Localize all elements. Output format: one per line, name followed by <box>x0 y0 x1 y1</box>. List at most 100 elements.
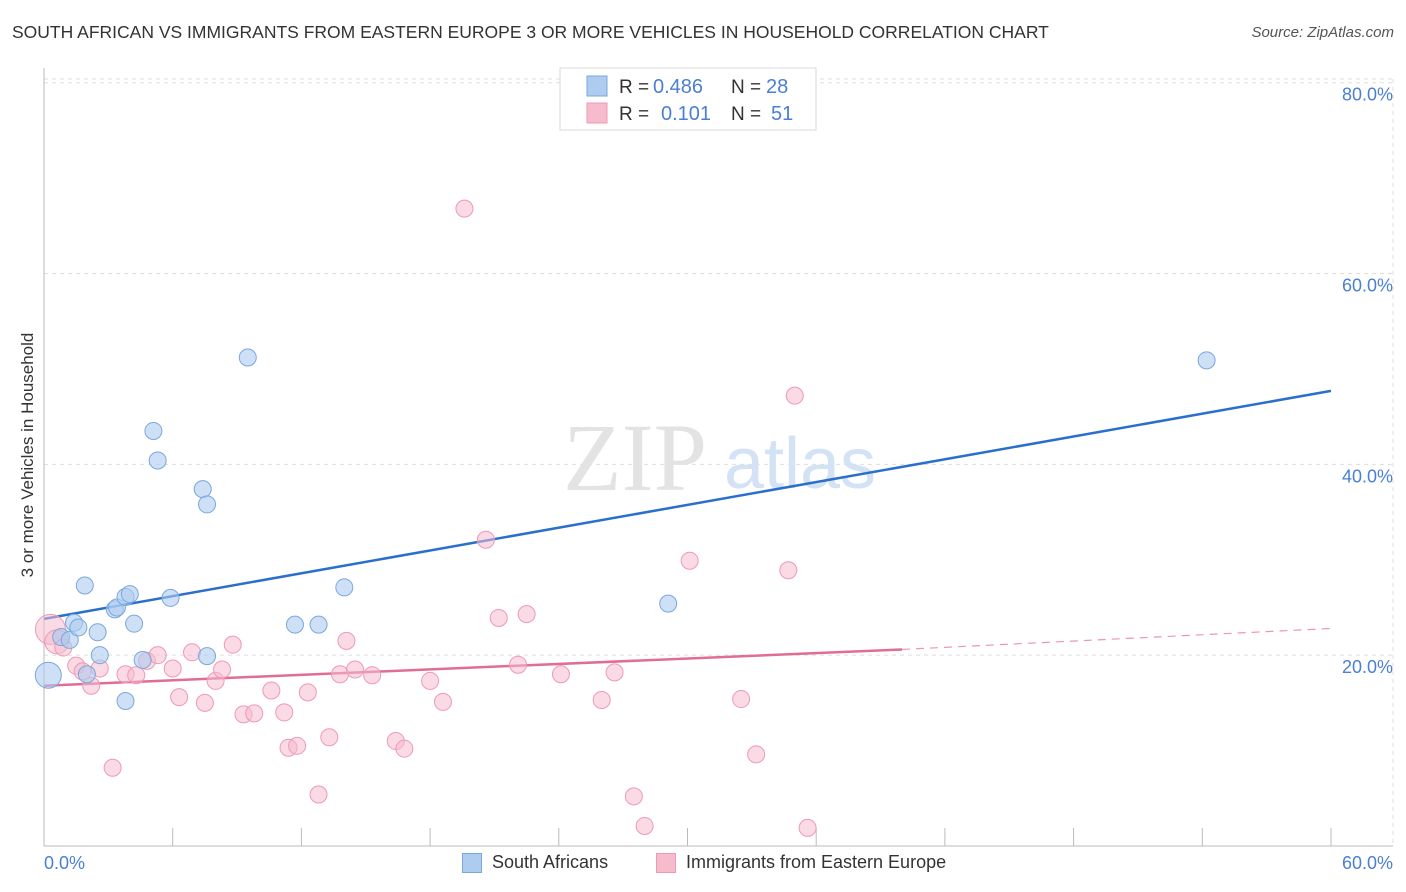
legend-r-label-2: R = <box>619 104 649 125</box>
point-south-africans <box>659 594 678 613</box>
legend-swatch-pink <box>586 102 608 124</box>
point-eastern-europe <box>288 736 307 755</box>
point-eastern-europe <box>245 704 264 723</box>
point-eastern-europe <box>509 655 528 674</box>
point-south-africans <box>116 691 135 710</box>
watermark: ZIP atlas <box>563 404 876 511</box>
point-eastern-europe <box>455 199 474 218</box>
legend-n-value-2: 51 <box>771 103 793 125</box>
point-eastern-europe <box>363 666 382 685</box>
point-eastern-europe <box>183 643 202 662</box>
source-label: Source: ZipAtlas.com <box>1251 24 1394 41</box>
point-south-africans <box>309 615 328 634</box>
point-eastern-europe <box>779 561 798 580</box>
y-tick-label-80: 80.0% <box>1342 85 1393 105</box>
legend-r-value-1: 0.486 <box>653 76 703 98</box>
point-eastern-europe <box>170 688 189 707</box>
point-south-africans <box>69 618 88 637</box>
point-eastern-europe <box>395 739 414 758</box>
watermark-atlas: atlas <box>724 424 876 504</box>
point-eastern-europe <box>337 631 356 650</box>
legend-bottom: South Africans Immigrants from Eastern E… <box>0 852 1406 878</box>
point-eastern-europe <box>127 666 146 685</box>
point-eastern-europe <box>489 608 508 627</box>
point-south-africans <box>238 348 257 367</box>
point-eastern-europe <box>275 703 294 722</box>
point-eastern-europe <box>635 816 654 835</box>
point-eastern-europe <box>320 728 339 747</box>
point-eastern-europe <box>680 551 699 570</box>
point-eastern-europe <box>148 646 167 665</box>
point-eastern-europe <box>592 691 611 710</box>
point-eastern-europe <box>213 660 232 679</box>
point-south-africans <box>1197 351 1216 370</box>
legend-top: R = 0.486 N = 28 R = 0.101 N = 51 <box>559 67 817 131</box>
point-eastern-europe <box>624 787 643 806</box>
legend-swatch-blue <box>586 75 608 97</box>
point-south-africans <box>90 646 109 665</box>
point-south-africans <box>148 451 167 470</box>
y-tick-label-60: 60.0% <box>1342 276 1393 296</box>
point-south-africans <box>144 421 163 440</box>
point-eastern-europe <box>309 785 328 804</box>
legend-r-label-1: R = <box>619 77 649 98</box>
legend-r-value-2: 0.101 <box>661 103 711 125</box>
axis-tick-labels: 20.0% 40.0% 60.0% 80.0% 0.0% 60.0% <box>44 85 1393 873</box>
point-south-africans <box>75 576 94 595</box>
data-points <box>34 199 1216 837</box>
legend-n-label-1: N = <box>731 77 761 98</box>
legend-label-south-africans: South Africans <box>492 852 609 872</box>
y-tick-label-40: 40.0% <box>1342 466 1393 486</box>
point-south-africans <box>285 615 304 634</box>
point-south-africans <box>133 650 152 669</box>
legend-swatch-blue-bottom <box>462 852 482 873</box>
legend-n-label-2: N = <box>731 104 761 125</box>
legend-label-eastern-europe: Immigrants from Eastern Europe <box>686 852 947 872</box>
point-south-africans <box>125 614 144 633</box>
point-eastern-europe <box>747 745 766 764</box>
axes <box>43 68 1393 847</box>
point-south-africans <box>335 578 354 597</box>
legend-item-eastern-europe[interactable]: Immigrants from Eastern Europe <box>656 852 946 873</box>
chart-title: SOUTH AFRICAN VS IMMIGRANTS FROM EASTERN… <box>12 22 1049 42</box>
legend-item-south-africans[interactable]: South Africans <box>462 852 608 873</box>
trend-line-eastern-europe <box>43 648 903 687</box>
point-eastern-europe <box>223 635 242 654</box>
point-south-africans <box>60 630 79 649</box>
point-eastern-europe <box>298 683 317 702</box>
y-tick-label-20: 20.0% <box>1342 657 1393 677</box>
gridlines <box>44 78 1394 846</box>
trend-line-eastern-europe-extension <box>901 627 1332 651</box>
point-south-africans <box>193 480 212 499</box>
point-eastern-europe <box>732 690 751 709</box>
point-south-africans <box>161 588 180 607</box>
point-eastern-europe <box>103 758 122 777</box>
point-south-africans <box>34 661 62 689</box>
point-eastern-europe <box>163 659 182 678</box>
x-tick-label-min: 0.0% <box>44 853 85 873</box>
watermark-zip: ZIP <box>563 404 707 511</box>
trend-lines <box>43 389 1332 687</box>
point-eastern-europe <box>195 693 214 712</box>
point-south-africans <box>120 585 139 604</box>
point-eastern-europe <box>798 818 817 837</box>
point-eastern-europe <box>346 660 365 679</box>
point-eastern-europe <box>331 665 350 684</box>
point-eastern-europe <box>433 692 452 711</box>
point-eastern-europe <box>476 530 495 549</box>
trend-line-south-africans <box>43 389 1332 621</box>
point-eastern-europe <box>421 671 440 690</box>
point-south-africans <box>77 665 96 684</box>
point-eastern-europe <box>551 665 570 684</box>
point-eastern-europe <box>785 386 804 405</box>
legend-swatch-pink-bottom <box>656 852 676 873</box>
point-south-africans <box>88 623 107 642</box>
point-south-africans <box>198 647 217 666</box>
point-eastern-europe <box>262 681 281 700</box>
point-south-africans <box>198 495 217 514</box>
point-eastern-europe <box>517 605 536 624</box>
x-tick-label-max: 60.0% <box>1342 853 1393 873</box>
point-eastern-europe <box>605 663 624 682</box>
legend-n-value-1: 28 <box>766 76 788 98</box>
